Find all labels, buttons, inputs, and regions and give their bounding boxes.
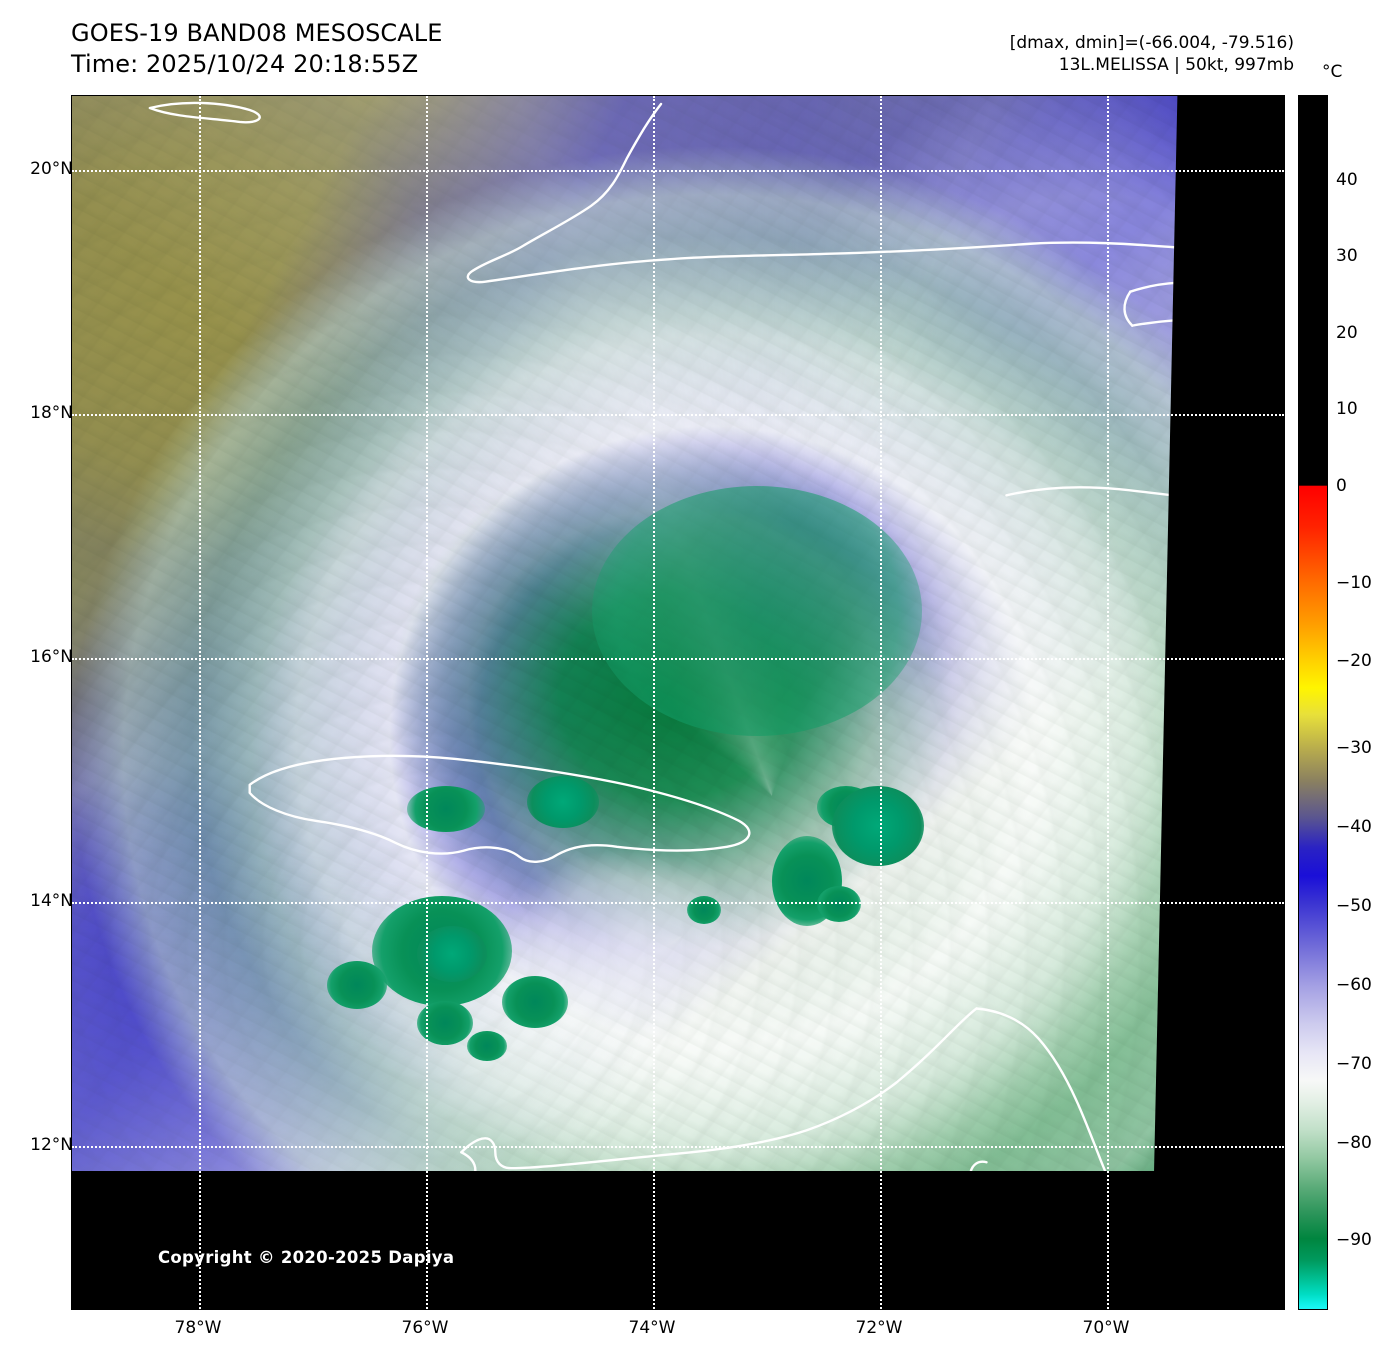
gridline-lon-70 — [1107, 96, 1109, 1309]
colorbar-tick-40: 40 — [1336, 170, 1358, 190]
convective-cell — [327, 961, 387, 1009]
colorbar-tick-m90: −90 — [1336, 1230, 1372, 1250]
convective-cell — [832, 786, 924, 866]
gridline-lon-78 — [199, 96, 201, 1309]
domain-extent-label: [dmax, dmin]=(-66.004, -79.516) — [1009, 33, 1294, 53]
lon-tick-74w: 74°W — [628, 1318, 676, 1338]
gridline-lat-16 — [72, 658, 1284, 660]
lat-tick-12n: 12°N — [30, 1135, 73, 1155]
colorbar-tick-m20: −20 — [1336, 651, 1372, 671]
satellite-image-plot: Copyright © 2020-2025 Dapiya — [71, 95, 1285, 1310]
lat-tick-14n: 14°N — [30, 891, 73, 911]
convective-cell — [527, 776, 599, 828]
convective-cell — [467, 1031, 507, 1061]
gridline-lat-20 — [72, 170, 1284, 172]
product-title: GOES-19 BAND08 MESOSCALE — [71, 19, 443, 47]
lon-tick-78w: 78°W — [174, 1318, 222, 1338]
no-data-region-right — [1154, 96, 1284, 1173]
colorbar-tick-m40: −40 — [1336, 817, 1372, 837]
colorbar-tick-m70: −70 — [1336, 1054, 1372, 1074]
gridline-lon-76 — [426, 96, 428, 1309]
copyright-label: Copyright © 2020-2025 Dapiya — [158, 1248, 455, 1267]
colorbar-tick-30: 30 — [1336, 246, 1358, 266]
convective-cell — [502, 976, 568, 1028]
convective-cell — [417, 926, 487, 982]
colorbar-tick-20: 20 — [1336, 323, 1358, 343]
lat-tick-16n: 16°N — [30, 647, 73, 667]
satellite-raster: Copyright © 2020-2025 Dapiya — [72, 96, 1284, 1309]
lat-tick-20n: 20°N — [30, 159, 73, 179]
timestamp-label: Time: 2025/10/24 20:18:55Z — [71, 50, 419, 79]
colorbar-tick-m30: −30 — [1336, 738, 1372, 758]
lon-tick-76w: 76°W — [401, 1318, 449, 1338]
convective-cell — [817, 886, 861, 922]
gridline-lon-72 — [880, 96, 882, 1309]
gridline-lon-74 — [653, 96, 655, 1309]
colorbar-tick-0: 0 — [1336, 476, 1347, 496]
lon-tick-72w: 72°W — [855, 1318, 903, 1338]
storm-info-label: 13L.MELISSA | 50kt, 997mb — [1058, 55, 1294, 76]
page-title: GOES-19 BAND08 MESOSCALE Time: 2025/10/2… — [71, 18, 443, 80]
colorbar-tick-m10: −10 — [1336, 573, 1372, 593]
lon-tick-70w: 70°W — [1082, 1318, 1130, 1338]
colorbar-tick-m60: −60 — [1336, 975, 1372, 995]
colorbar-unit-label: °C — [1322, 62, 1343, 82]
convective-cell — [407, 786, 485, 832]
gridline-lat-18 — [72, 414, 1284, 416]
colorbar-tick-m80: −80 — [1336, 1133, 1372, 1153]
temperature-colorbar — [1298, 95, 1328, 1310]
gridline-lat-12 — [72, 1146, 1284, 1148]
lat-tick-18n: 18°N — [30, 403, 73, 423]
convective-cell — [687, 896, 721, 924]
no-data-region-bottom — [72, 1171, 1284, 1309]
metadata-block: [dmax, dmin]=(-66.004, -79.516) 13L.MELI… — [1010, 32, 1294, 77]
convective-cell — [592, 486, 922, 736]
colorbar-tick-m50: −50 — [1336, 896, 1372, 916]
gridline-lat-14 — [72, 902, 1284, 904]
colorbar-tick-10: 10 — [1336, 399, 1358, 419]
